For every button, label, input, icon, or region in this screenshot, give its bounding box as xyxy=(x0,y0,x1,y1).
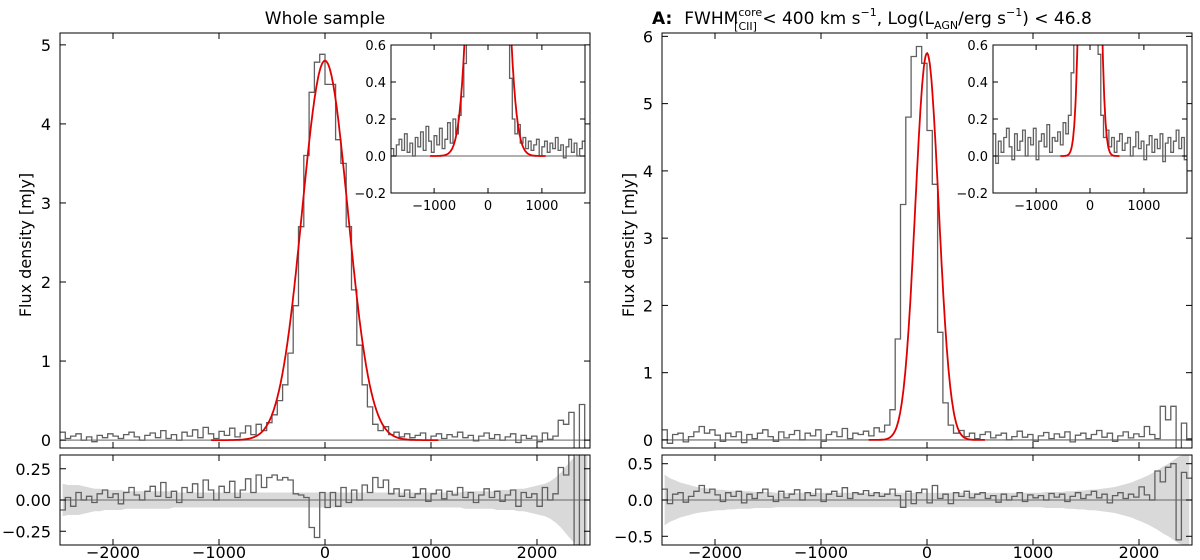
chart-title: Whole sample xyxy=(265,9,385,29)
y-tick-label: 0 xyxy=(643,431,653,450)
x-tick-label: 2000 xyxy=(1119,543,1160,560)
panel-subsample-a: A: FWHMcore [CII] < 400 km s−1, Log(LAGN/e… xyxy=(614,6,1193,560)
x-tick-label: −2000 xyxy=(86,543,140,560)
inset-plot: −0.2 0.0 0.2 0.4 0.6 −1000 0 1000 xyxy=(956,39,1188,214)
inset-y-tick-label: 0.6 xyxy=(365,39,386,54)
inset-y-tick-label: 0.2 xyxy=(967,113,988,128)
inset-x-tick-label: 0 xyxy=(484,199,492,214)
residual-plot: −0.25 0.00 0.25 −2000 −1000 0 1000 2000 xyxy=(2,454,591,560)
y-tick-label: 5 xyxy=(41,36,51,55)
y-axis-label: Flux density [mJy] xyxy=(16,173,35,317)
inset-y-tick-label: 0.0 xyxy=(967,150,988,165)
inset-background xyxy=(391,45,585,193)
y-tick-label: 0 xyxy=(41,431,51,450)
y-tick-label: 1 xyxy=(41,352,51,371)
y-tick-label: 6 xyxy=(643,27,653,46)
inset-y-tick-label: 0.6 xyxy=(967,39,988,54)
y-tick-label: 4 xyxy=(643,162,653,181)
gaussian-fit-line xyxy=(211,59,439,441)
y-tick-label: 2 xyxy=(643,296,653,315)
residual-line xyxy=(662,463,1192,541)
inset-y-tick-label: −0.2 xyxy=(956,187,988,202)
main-plot: 0 1 2 3 4 5 xyxy=(41,32,591,450)
y-tick-label: 3 xyxy=(643,229,653,248)
inset-spectrum-line xyxy=(993,45,1187,165)
inset-y-tick-label: 0.4 xyxy=(365,76,386,91)
inset-plot: −0.2 0.0 0.2 0.4 0.6 −1000 0 1000 xyxy=(354,39,586,214)
inset-gaussian-fit-line xyxy=(1060,45,1120,157)
panel-whole-sample: Whole sample Flux density [mJy] 0 1 2 3 4 5 −… xyxy=(2,9,591,560)
inset-x-tick-label: 1000 xyxy=(1127,199,1160,214)
y-tick-label: 1 xyxy=(643,364,653,383)
residual-y-tick-label: 0.25 xyxy=(15,460,51,479)
inset-gaussian-fit-line xyxy=(430,45,546,157)
residual-y-tick-label: −0.5 xyxy=(614,527,653,546)
inset-y-tick-label: 0.4 xyxy=(967,76,988,91)
y-tick-label: 3 xyxy=(41,194,51,213)
residual-y-tick-label: 0.00 xyxy=(15,491,51,510)
inset-x-tick-label: 0 xyxy=(1086,199,1094,214)
residual-line xyxy=(60,455,586,545)
y-tick-label: 4 xyxy=(41,115,51,134)
residual-y-tick-label: 0.0 xyxy=(628,491,653,510)
residual-y-tick-label: 0.5 xyxy=(628,455,653,474)
x-tick-label: −1000 xyxy=(794,543,848,560)
inset-x-tick-label: −1000 xyxy=(1014,199,1058,214)
main-plot: 0 1 2 3 4 5 6 xyxy=(643,27,1193,450)
x-tick-label: 1000 xyxy=(411,543,452,560)
inset-x-tick-label: 1000 xyxy=(525,199,558,214)
x-tick-label: 2000 xyxy=(517,543,558,560)
residual-plot: −0.5 0.0 0.5 −2000 −1000 0 1000 2000 xyxy=(614,454,1193,560)
residual-y-tick-label: −0.25 xyxy=(2,522,51,541)
inset-y-tick-label: −0.2 xyxy=(354,187,386,202)
gaussian-fit-line xyxy=(868,51,985,441)
y-axis-label: Flux density [mJy] xyxy=(619,173,638,317)
inset-x-tick-label: −1000 xyxy=(412,199,456,214)
x-tick-label: 1000 xyxy=(1013,543,1054,560)
x-tick-label: 0 xyxy=(922,543,932,560)
spectrum-line xyxy=(662,45,1192,448)
inset-y-tick-label: 0.2 xyxy=(365,113,386,128)
title-prefix: A: xyxy=(652,9,672,29)
x-tick-label: −1000 xyxy=(192,543,246,560)
inset-spectrum-line xyxy=(391,45,585,159)
spectrum-line xyxy=(60,53,586,448)
x-tick-label: −2000 xyxy=(688,543,742,560)
y-tick-label: 2 xyxy=(41,273,51,292)
x-tick-label: 0 xyxy=(320,543,330,560)
chart-title: A: FWHMcore [CII] < 400 km s−1, Log(LAGN/e… xyxy=(652,6,1092,33)
inset-background xyxy=(993,45,1187,193)
inset-y-tick-label: 0.0 xyxy=(365,150,386,165)
y-tick-label: 5 xyxy=(643,95,653,114)
